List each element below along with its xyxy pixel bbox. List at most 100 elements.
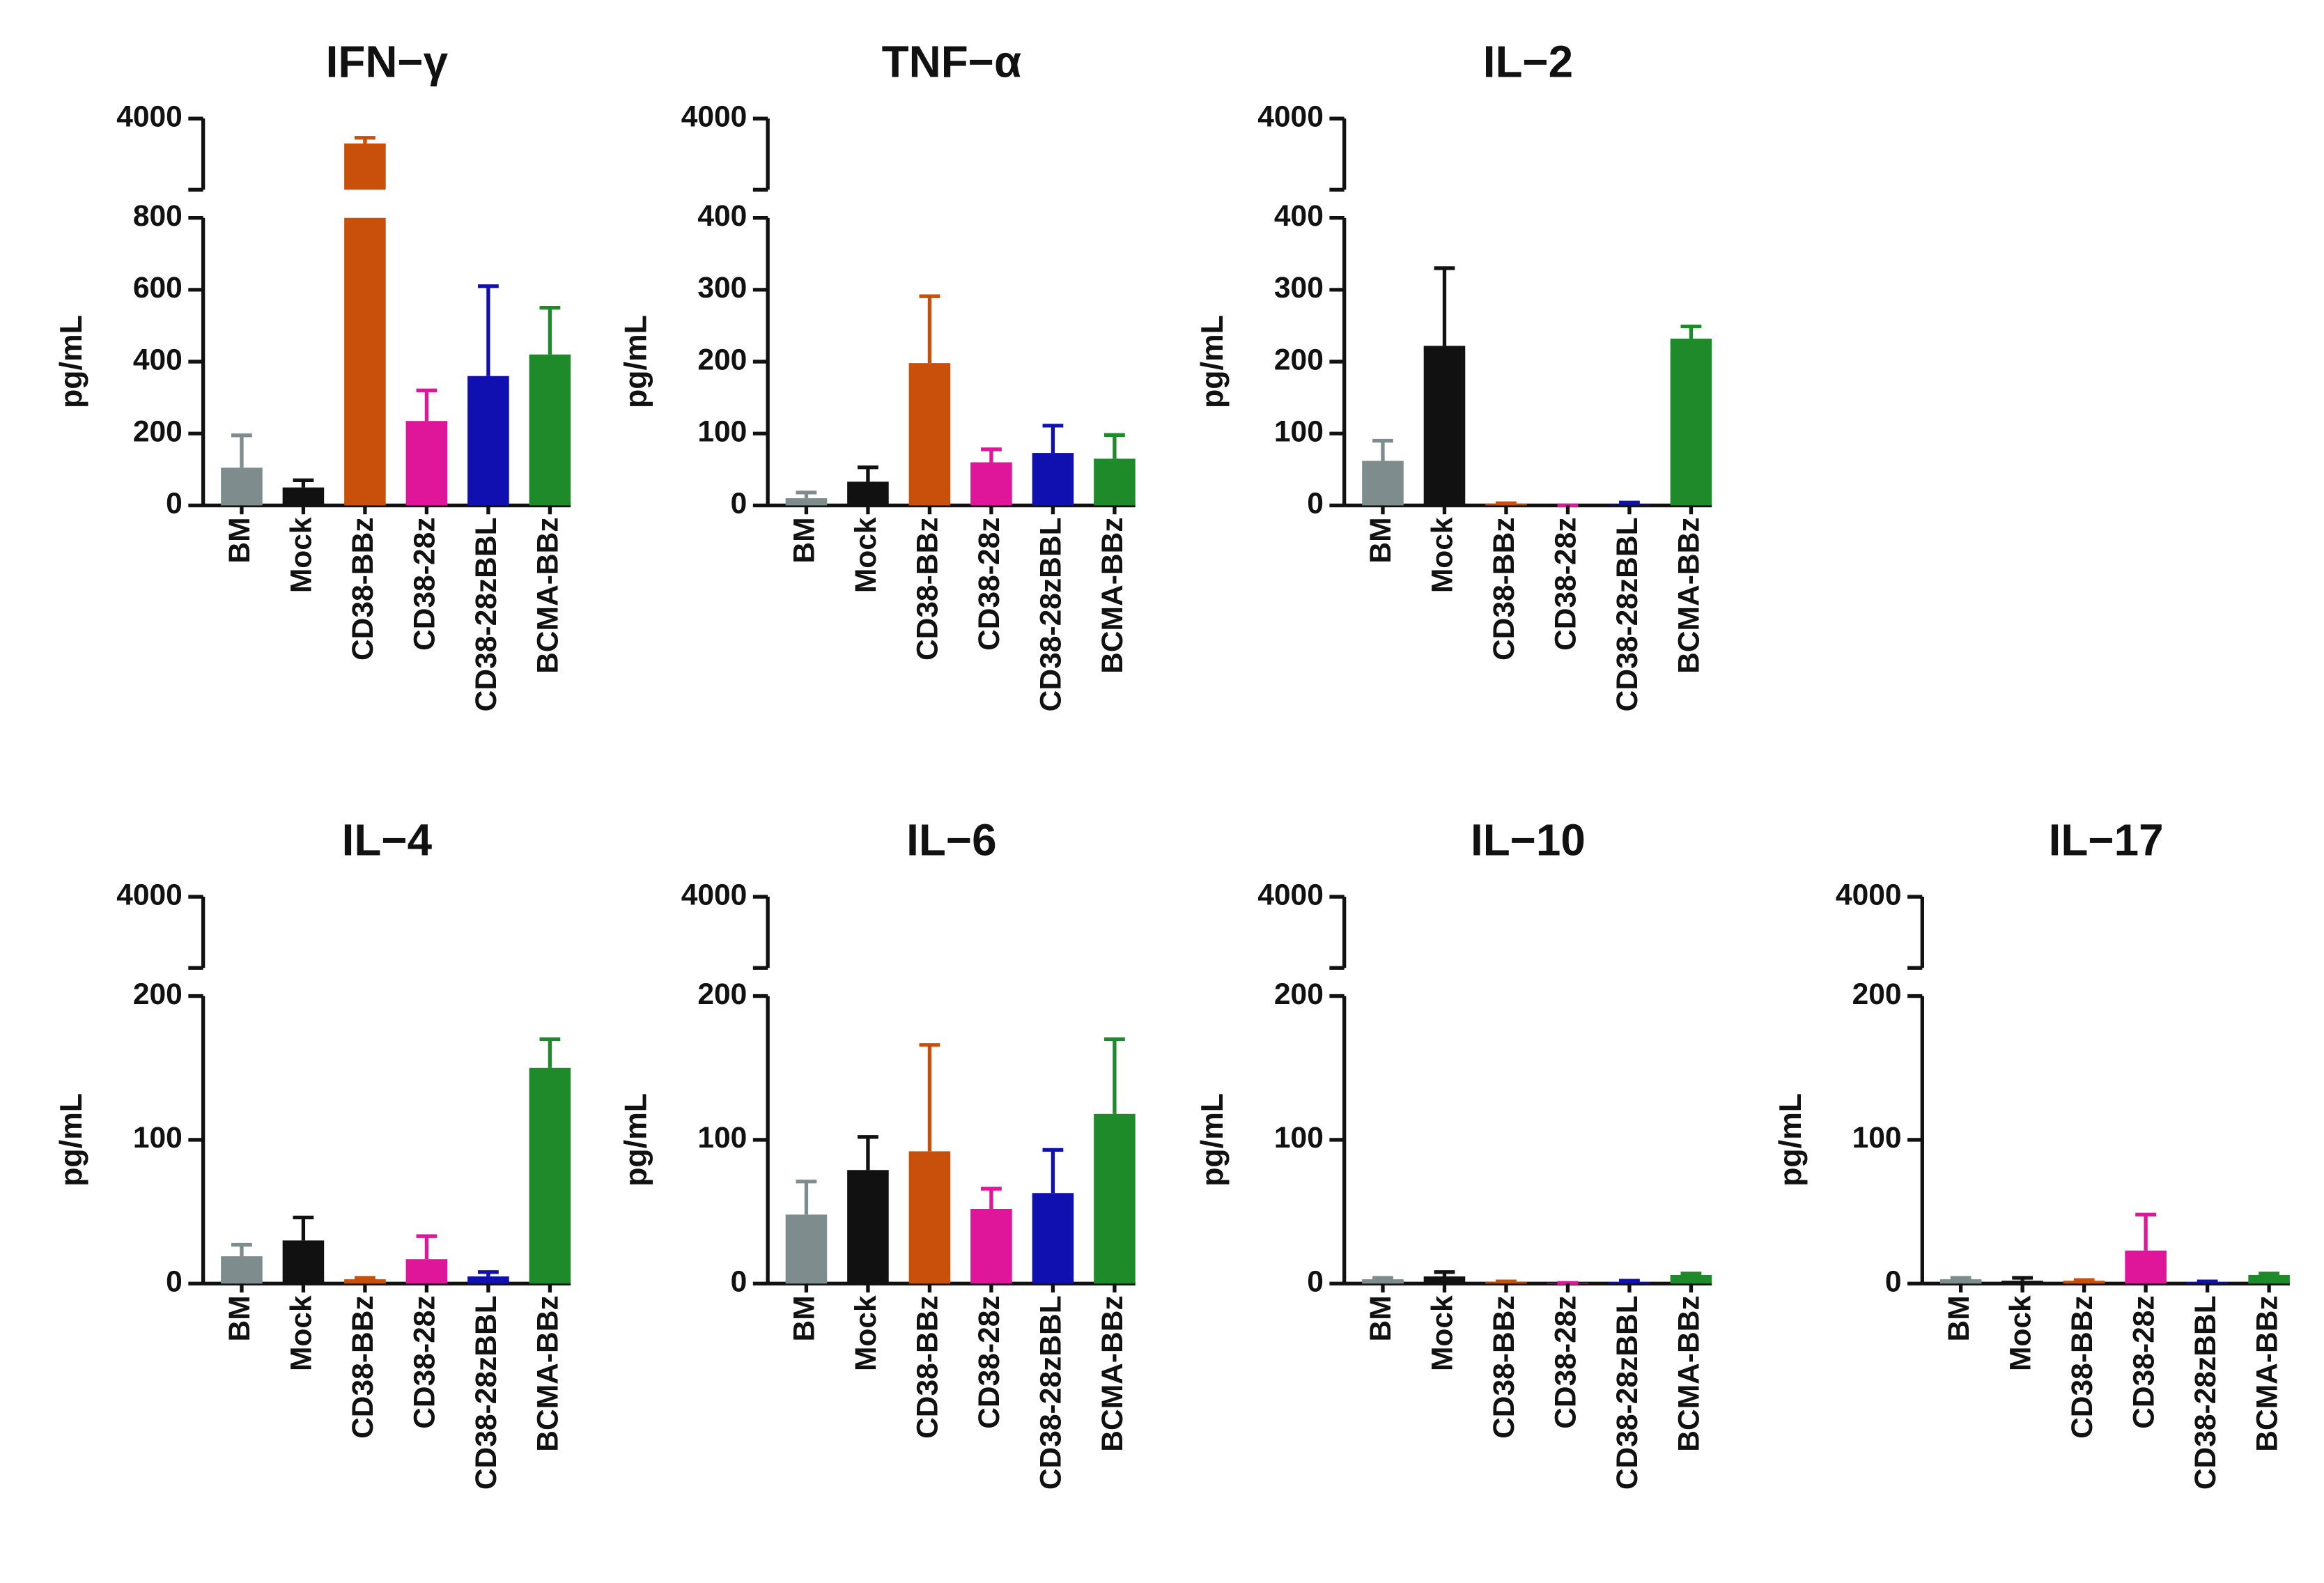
chart-title: IFN−γ bbox=[326, 37, 449, 87]
y-tick-label: 400 bbox=[133, 343, 183, 376]
y-tick-label: 100 bbox=[697, 415, 747, 448]
y-tick-label: 100 bbox=[1852, 1121, 1902, 1155]
y-tick-label: 0 bbox=[731, 1265, 747, 1299]
y-axis-label: pg/mL bbox=[1774, 1093, 1808, 1187]
y-tick-label: 200 bbox=[133, 415, 183, 448]
bar bbox=[405, 421, 448, 506]
y-tick-label: 4000 bbox=[116, 878, 183, 911]
bar bbox=[344, 217, 386, 506]
x-tick-label: BM bbox=[788, 1295, 821, 1341]
bar bbox=[1362, 1279, 1404, 1284]
bar bbox=[1032, 453, 1074, 506]
y-tick-label: 0 bbox=[1307, 1265, 1324, 1299]
x-tick-label: BCMA-BBz bbox=[532, 517, 565, 673]
bar bbox=[2063, 1281, 2105, 1284]
x-tick-label: CD38-28z bbox=[1549, 1295, 1583, 1428]
bar bbox=[785, 1214, 828, 1284]
x-tick-label: CD38-28zBBL bbox=[470, 517, 503, 711]
x-tick-label: CD38-28z bbox=[973, 1295, 1006, 1428]
bar bbox=[1032, 1193, 1074, 1284]
bar bbox=[1670, 339, 1712, 506]
y-tick-label: 4000 bbox=[1836, 878, 1902, 911]
bar bbox=[467, 376, 509, 506]
y-axis-label: pg/mL bbox=[619, 1093, 653, 1187]
bar bbox=[405, 1259, 448, 1284]
x-tick-label: CD38-BBz bbox=[2066, 1295, 2099, 1439]
x-tick-label: BM bbox=[1364, 1295, 1397, 1341]
y-tick-label: 200 bbox=[1274, 343, 1324, 376]
bar bbox=[1670, 1274, 1712, 1284]
y-tick-label: 200 bbox=[1852, 978, 1902, 1011]
x-tick-label: Mock bbox=[849, 517, 883, 593]
bar bbox=[529, 1067, 571, 1284]
chart-title: IL−10 bbox=[1471, 814, 1586, 865]
bar bbox=[221, 1256, 263, 1284]
y-tick-label: 0 bbox=[1307, 487, 1324, 520]
x-tick-label: CD38-28zBBL bbox=[1035, 517, 1068, 711]
bar bbox=[467, 1276, 509, 1284]
bar bbox=[847, 481, 889, 506]
panel: IL−17 pg/mL 0 100 200 4000 BM Mock CD38-BBz CD38-… bbox=[1774, 814, 2290, 1490]
y-axis-label: pg/mL bbox=[1195, 1093, 1230, 1187]
x-tick-label: CD38-28zBBL bbox=[470, 1295, 503, 1490]
x-tick-label: CD38-BBz bbox=[1487, 1295, 1521, 1439]
y-tick-label: 100 bbox=[1274, 1121, 1324, 1155]
y-tick-label: 100 bbox=[1274, 415, 1324, 448]
y-tick-label: 4000 bbox=[116, 100, 183, 133]
y-tick-label: 4000 bbox=[1257, 100, 1324, 133]
bar bbox=[1609, 504, 1650, 506]
bar bbox=[970, 462, 1012, 506]
y-tick-label: 400 bbox=[1274, 199, 1324, 233]
y-tick-label: 4000 bbox=[681, 100, 747, 133]
y-axis-label: pg/mL bbox=[1195, 315, 1230, 408]
x-tick-label: CD38-28z bbox=[2127, 1295, 2160, 1428]
panel: IL−10 pg/mL 0 100 200 4000 BM Mock CD38-BBz CD38-… bbox=[1195, 814, 1712, 1490]
y-tick-label: 200 bbox=[1274, 978, 1324, 1011]
bar bbox=[282, 487, 325, 506]
panel: IL−6 pg/mL 0 100 200 4000 BM Mock CD38-BBz CD38-2… bbox=[619, 814, 1136, 1490]
bar bbox=[908, 363, 951, 506]
chart-title: TNF−α bbox=[882, 37, 1022, 87]
x-tick-label: CD38-28z bbox=[408, 517, 442, 650]
x-tick-label: BCMA-BBz bbox=[1673, 517, 1706, 673]
x-tick-label: CD38-28z bbox=[408, 1295, 442, 1428]
x-tick-label: CD38-28z bbox=[973, 517, 1006, 650]
x-tick-label: Mock bbox=[2004, 1295, 2037, 1371]
x-tick-label: CD38-28zBBL bbox=[1611, 517, 1644, 711]
x-tick-label: BM bbox=[788, 517, 821, 563]
y-tick-label: 800 bbox=[133, 199, 183, 233]
y-tick-label: 200 bbox=[133, 978, 183, 1011]
bar bbox=[1094, 458, 1136, 506]
y-tick-label: 400 bbox=[697, 199, 747, 233]
chart-title: IL−6 bbox=[906, 814, 996, 865]
x-tick-label: CD38-BBz bbox=[1487, 517, 1521, 661]
x-tick-label: Mock bbox=[849, 1295, 883, 1371]
panel: TNF−α pg/mL 0 100 200 300 400 4000 BM Mock CD38-BB… bbox=[619, 37, 1136, 711]
panel: IFN−γ pg/mL 0 200 400 600 800 4000 BM Mock CD38-BB… bbox=[54, 37, 571, 711]
x-tick-label: BCMA-BBz bbox=[1096, 1295, 1129, 1451]
y-tick-label: 100 bbox=[697, 1121, 747, 1155]
y-tick-label: 600 bbox=[133, 271, 183, 304]
x-tick-label: Mock bbox=[285, 517, 318, 593]
x-tick-label: BCMA-BBz bbox=[532, 1295, 565, 1451]
bar-upper bbox=[344, 143, 386, 190]
x-tick-label: CD38-28z bbox=[1549, 517, 1583, 650]
bar bbox=[282, 1240, 325, 1284]
x-tick-label: BCMA-BBz bbox=[2250, 1295, 2284, 1451]
chart-title: IL−17 bbox=[2049, 814, 2164, 865]
x-tick-label: CD38-BBz bbox=[346, 1295, 380, 1439]
bar bbox=[344, 1279, 386, 1284]
bar bbox=[1423, 346, 1466, 506]
x-tick-label: CD38-BBz bbox=[911, 1295, 945, 1439]
x-tick-label: BM bbox=[1942, 1295, 1976, 1341]
x-tick-label: BM bbox=[223, 517, 256, 563]
y-tick-label: 300 bbox=[1274, 271, 1324, 304]
bar bbox=[1362, 461, 1404, 506]
bar bbox=[221, 468, 263, 506]
y-tick-label: 0 bbox=[166, 1265, 183, 1299]
y-axis-label: pg/mL bbox=[54, 1093, 88, 1187]
x-tick-label: CD38-28zBBL bbox=[1035, 1295, 1068, 1490]
x-tick-label: BM bbox=[223, 1295, 256, 1341]
bar bbox=[2001, 1281, 2043, 1284]
